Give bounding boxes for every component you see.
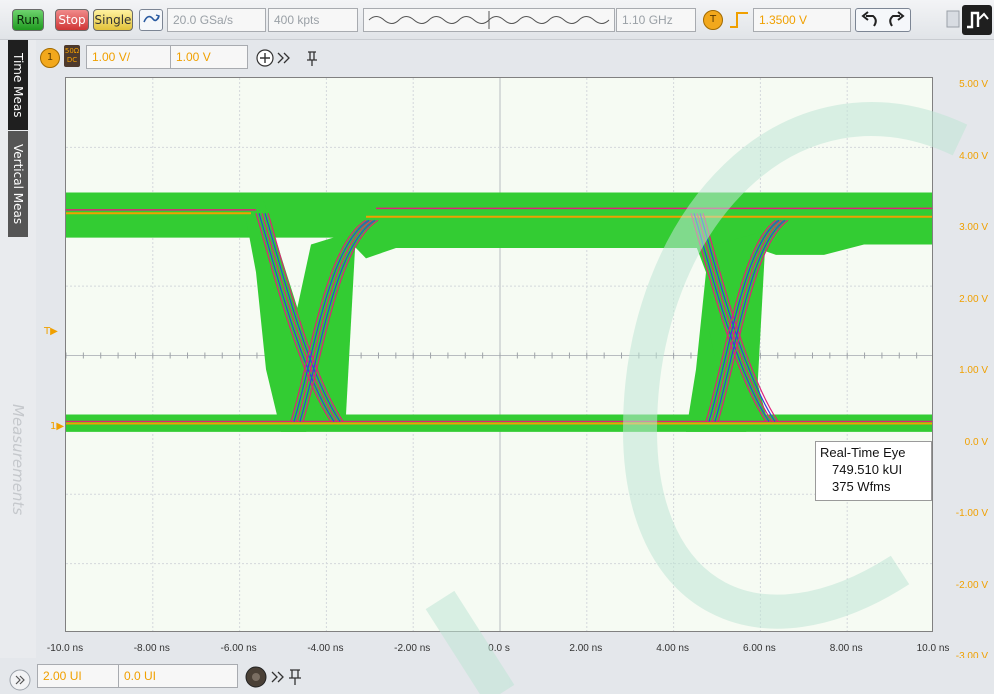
x-axis-label: 8.00 ns: [829, 643, 863, 654]
x-axis-label: -10.0 ns: [46, 643, 84, 654]
y-axis-label: -2.00 V: [955, 579, 988, 591]
trace-rising-edge: [302, 219, 379, 422]
trigger-level-marker[interactable]: T▶: [44, 326, 58, 337]
acquisition-mode-icon[interactable]: [139, 9, 163, 31]
add-channel-icon[interactable]: [255, 48, 299, 68]
waveform-overview[interactable]: [363, 8, 615, 32]
trigger-badge[interactable]: T: [703, 10, 723, 30]
trace-falling-edge: [267, 213, 344, 422]
x-axis-labels: -10.0 ns -8.00 ns -6.00 ns -4.00 ns -2.00 ns…: [36, 640, 994, 658]
horizontal-controls[interactable]: [244, 665, 314, 689]
sample-rate-field[interactable]: 20.0 GSa/s: [167, 8, 266, 32]
trace-rising-edge: [293, 219, 370, 422]
trace-falling-edge: [264, 213, 341, 422]
eye-info-ui-count: 749.510 kUI: [832, 462, 903, 477]
x-axis-label: 10.0 ns: [916, 643, 950, 654]
x-axis-label: 2.00 ns: [569, 643, 603, 654]
x-axis-label: 6.00 ns: [742, 643, 776, 654]
y-axis-labels: 5.00 V 4.00 V 3.00 V 2.00 V 1.00 V 0.0 V -1.00…: [934, 77, 994, 662]
eye-diagram: [66, 78, 932, 631]
trace-falling-edge: [261, 213, 338, 422]
y-axis-label: 3.00 V: [959, 222, 988, 233]
coupling-impedance: 50Ω: [64, 47, 80, 55]
single-button[interactable]: Single: [93, 9, 133, 31]
run-button[interactable]: Run: [12, 9, 44, 31]
x-axis-label: -2.00 ns: [394, 643, 431, 654]
measurements-panel-label: Measurements: [9, 404, 27, 516]
ground-marker-arrow: ▶: [56, 421, 65, 432]
y-axis-label: -1.00 V: [955, 508, 988, 519]
redo-icon[interactable]: [884, 10, 908, 30]
trace-falling-edge: [255, 213, 332, 422]
trace-rising-edge: [290, 219, 367, 422]
zoom-icon[interactable]: [945, 8, 963, 32]
bottom-bar: 2.00 UI 0.0 UI: [0, 658, 994, 694]
y-axis-label: 1.00 V: [959, 365, 988, 376]
ground-marker-label: 1: [50, 421, 57, 432]
top-toolbar: Run Stop Single 20.0 GSa/s 400 kpts 1.10…: [0, 0, 994, 40]
trace-rising-edge: [299, 219, 376, 422]
x-axis-label: -4.00 ns: [307, 643, 344, 654]
timebase-scale-field[interactable]: 2.00 UI: [37, 664, 119, 688]
coupling-badge[interactable]: 50Ω DC: [64, 45, 80, 67]
expand-panel-icon[interactable]: [8, 668, 32, 692]
y-axis-label: 4.00 V: [959, 150, 988, 162]
waveform-icon[interactable]: [962, 5, 992, 35]
undo-icon[interactable]: [858, 10, 882, 30]
trace-rising-edge: [296, 219, 373, 422]
x-axis-label: 4.00 ns: [656, 643, 689, 654]
bandwidth-field[interactable]: 1.10 GHz: [616, 8, 696, 32]
y-axis-label: -3.00 V: [955, 651, 988, 662]
trigger-marker-arrow: ▶: [50, 326, 58, 337]
undo-redo-group: [855, 8, 911, 32]
x-axis-label: -8.00 ns: [133, 643, 170, 654]
trigger-marker-label: T: [44, 326, 51, 337]
eye-info-waveforms: 375 Wfms: [832, 479, 891, 494]
side-tabs: Time Meas Vertical Meas Measurements: [0, 40, 36, 694]
trace-falling-edge: [258, 213, 335, 422]
channel-bar: 1 50Ω DC 1.00 V/ 1.00 V: [36, 40, 994, 75]
x-axis-label: 0.0 s: [488, 643, 510, 654]
eye-info-title: Real-Time Eye: [820, 445, 906, 460]
y-axis-label: 5.00 V: [959, 79, 988, 90]
memory-depth-field[interactable]: 400 kpts: [268, 8, 358, 32]
channel-1-badge[interactable]: 1: [40, 48, 60, 68]
eye-info-box[interactable]: Real-Time Eye 749.510 kUI 375 Wfms: [815, 441, 932, 501]
y-axis-label: 2.00 V: [959, 293, 988, 305]
x-axis-label: -6.00 ns: [220, 643, 257, 654]
coupling-mode: DC: [66, 56, 78, 64]
pin-icon[interactable]: [304, 48, 320, 68]
trigger-level-field[interactable]: 1.3500 V: [753, 8, 851, 32]
timebase-offset-field[interactable]: 0.0 UI: [118, 664, 238, 688]
waveform-display[interactable]: [65, 77, 933, 632]
vertical-offset-field[interactable]: 1.00 V: [170, 45, 248, 69]
tab-time-meas[interactable]: Time Meas: [8, 40, 28, 130]
y-axis-label: 0.0 V: [964, 436, 988, 448]
tab-vertical-meas[interactable]: Vertical Meas: [8, 131, 28, 237]
rising-edge-icon[interactable]: [728, 10, 750, 30]
stop-button[interactable]: Stop: [55, 9, 89, 31]
channel-ground-marker[interactable]: 1▶: [50, 421, 64, 432]
